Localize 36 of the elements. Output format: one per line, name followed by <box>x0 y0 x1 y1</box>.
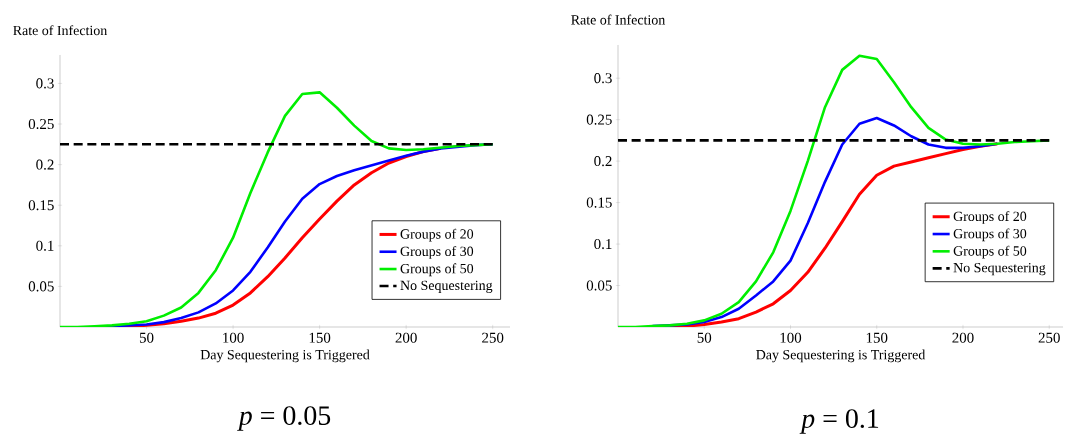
x-tick-label: 250 <box>482 332 504 343</box>
y-tick-label: 0.3 <box>594 73 612 84</box>
x-tick-label: 250 <box>1038 332 1060 343</box>
y-tick-label: 0.15 <box>586 197 612 208</box>
x-tick-label: 200 <box>952 332 974 343</box>
x-axis-title: Day Sequestering is Triggered <box>200 349 370 363</box>
x-tick-label: 150 <box>866 332 888 343</box>
legend-label: Groups of 50 <box>400 263 474 277</box>
legend-label: Groups of 30 <box>400 246 474 259</box>
y-tick-label: 0.25 <box>586 114 612 125</box>
y-tick-label: 0.15 <box>28 200 54 211</box>
y-axis-title: Rate of Infection <box>571 14 666 25</box>
legend-label: Groups of 20 <box>400 228 474 242</box>
text: p = 0.1 <box>799 409 879 434</box>
legend-label: No Sequestering <box>400 280 493 293</box>
legend-label: Groups of 20 <box>953 211 1027 224</box>
y-axis-title: Rate of Infection <box>13 25 108 36</box>
x-tick-label: 150 <box>309 332 331 343</box>
y-tick-label: 0.1 <box>594 238 612 250</box>
y-tick-label: 0.1 <box>36 240 54 251</box>
legend-label: Groups of 30 <box>953 228 1027 242</box>
y-tick-label: 0.05 <box>586 280 612 291</box>
x-tick-label: 50 <box>139 332 154 343</box>
legend-label: No Sequestering <box>953 262 1046 276</box>
y-tick-label: 0.2 <box>594 156 612 167</box>
legend-label: Groups of 50 <box>953 245 1027 259</box>
x-axis-title: Day Sequestering is Triggered <box>756 349 926 363</box>
y-tick-label: 0.25 <box>28 118 54 130</box>
y-tick-label: 0.2 <box>36 159 54 170</box>
y-tick-label: 0.3 <box>36 78 54 89</box>
text: p = 0.05 <box>237 406 331 431</box>
x-tick-label: 100 <box>780 332 802 343</box>
x-tick-label: 100 <box>223 332 244 343</box>
y-tick-label: 0.05 <box>28 281 54 292</box>
x-tick-label: 200 <box>395 332 417 343</box>
x-tick-label: 50 <box>697 332 712 343</box>
